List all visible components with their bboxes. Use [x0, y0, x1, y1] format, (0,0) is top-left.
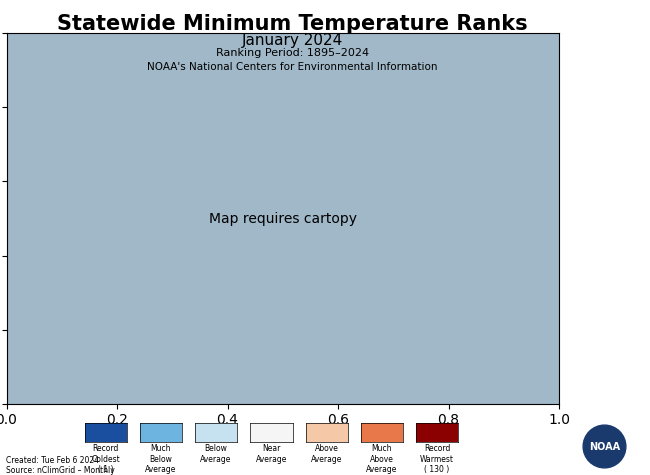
- Text: January 2024: January 2024: [242, 33, 343, 48]
- Text: NOAA: NOAA: [589, 441, 620, 452]
- Text: Ranking Period: 1895–2024: Ranking Period: 1895–2024: [216, 48, 369, 57]
- Text: Map requires cartopy: Map requires cartopy: [209, 211, 357, 226]
- Text: Above
Average: Above Average: [311, 444, 343, 464]
- Circle shape: [583, 425, 626, 468]
- Text: Near
Average: Near Average: [255, 444, 287, 464]
- Text: Below
Average: Below Average: [200, 444, 232, 464]
- Text: Record
Coldest
( 1 ): Record Coldest ( 1 ): [91, 444, 120, 474]
- Text: Created: Tue Feb 6 2024
Source: nClimGrid – Monthly: Created: Tue Feb 6 2024 Source: nClimGri…: [6, 456, 115, 475]
- Text: Much
Above
Average: Much Above Average: [366, 444, 398, 474]
- Text: Much
Below
Average: Much Below Average: [145, 444, 177, 474]
- Text: NOAA's National Centers for Environmental Information: NOAA's National Centers for Environmenta…: [148, 62, 437, 72]
- Text: Record
Warmest
( 130 ): Record Warmest ( 130 ): [420, 444, 454, 474]
- Text: Statewide Minimum Temperature Ranks: Statewide Minimum Temperature Ranks: [57, 14, 528, 34]
